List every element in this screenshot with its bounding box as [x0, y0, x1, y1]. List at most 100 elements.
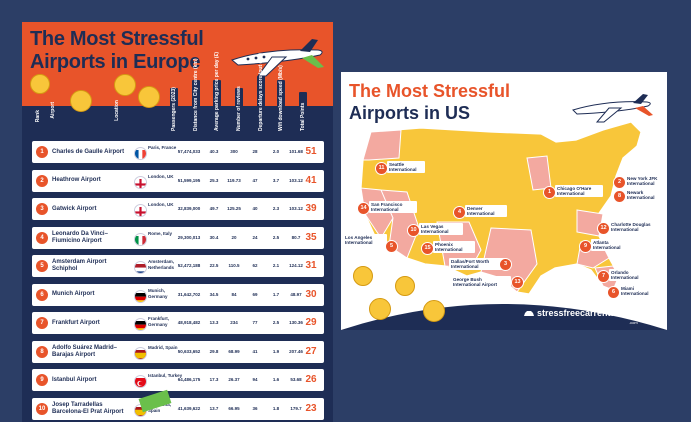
- col-location: Location: [114, 100, 120, 121]
- label-newark: Newark International: [625, 189, 665, 202]
- airport-name: Josep Tarradellas Barcelona-El Prat Airp…: [52, 401, 124, 415]
- us-infographic: The Most Stressful Airports in US 11 Sea…: [341, 72, 667, 330]
- airport-name: Frankfurt Airport: [52, 319, 100, 326]
- total-points: 30: [305, 288, 317, 300]
- cell-wifi: 124.12: [289, 263, 303, 268]
- sweating-emoji-icon: [423, 300, 445, 322]
- location: Paris, France: [148, 145, 177, 150]
- cell-delay: 2.5: [272, 234, 280, 240]
- cell-delay: 1.8: [272, 405, 280, 411]
- cell-wifi: 48.97: [290, 291, 302, 297]
- total-points: 27: [305, 345, 317, 357]
- col-airport: Airport: [50, 102, 56, 119]
- col-total-points: Total Points: [299, 92, 307, 132]
- cell-parking: 110.5: [228, 263, 240, 268]
- anxious-emoji-icon: [70, 90, 92, 112]
- table-row: 8 Adolfo Suárez Madrid–Barajas Airport Mad…: [32, 340, 324, 363]
- cell-distance: 17.3: [209, 377, 219, 382]
- col-wifi: Wifi download speed (Mb/s): [277, 65, 285, 132]
- cell-reviews: 47: [252, 177, 258, 183]
- cell-delay: 1.7: [272, 291, 280, 297]
- cell-reviews: 69: [252, 291, 258, 297]
- turkey-flag-icon: [134, 375, 147, 388]
- location: Munich, Germany: [148, 287, 168, 299]
- col-reviews: Number of reviews: [235, 86, 243, 132]
- location: Madrid, Spain: [148, 344, 178, 350]
- label-san-francisco: San Francisco International: [369, 201, 417, 214]
- cell-reviews: 24: [252, 234, 258, 240]
- airport-name: Amsterdam Airport Schiphol: [52, 259, 107, 272]
- rank-badge: 3: [36, 203, 48, 215]
- europe-table: 1 Charles de Gaulle Airport Paris, France 5…: [22, 137, 333, 422]
- cell-passengers: 52,472,188: [177, 263, 201, 268]
- stressed-emoji-icon: [395, 276, 415, 296]
- cell-distance: 13.3: [209, 320, 219, 325]
- stressed-emoji-icon: [30, 74, 50, 94]
- cell-wifi: 130.36: [289, 320, 303, 325]
- cell-distance: 40.3: [209, 149, 219, 154]
- cell-reviews: 28: [252, 149, 258, 154]
- table-row: 7 Frankfurt Airport Frankfurt, Germany 48,9…: [32, 312, 324, 334]
- total-points: 35: [305, 231, 317, 243]
- cell-parking: 119.73: [227, 177, 241, 183]
- table-row: 3 Gatwick Airport London, UK 32,839,000 49.7…: [32, 198, 324, 220]
- col-delays: Departure delays score (out of 5): [257, 52, 265, 132]
- us-title: The Most Stressful Airports in US: [349, 80, 510, 124]
- cell-reviews: 36: [252, 405, 258, 411]
- label-las-vegas: Las Vegas International: [419, 223, 463, 236]
- rank-badge: 7: [36, 317, 48, 329]
- germany-flag-icon: [134, 318, 147, 331]
- total-points: 41: [305, 174, 317, 186]
- anxious-emoji-icon: [353, 266, 373, 286]
- total-points: 29: [305, 317, 317, 328]
- germany-flag-icon: [134, 289, 147, 303]
- cell-distance: 22.5: [209, 263, 219, 268]
- total-points: 23: [305, 402, 317, 414]
- cell-parking: 68.99: [228, 348, 240, 354]
- location: London, UK: [148, 173, 174, 179]
- table-row: 9 Istanbul Airport Istanbul, Turkey 64,486,…: [32, 369, 324, 391]
- label-george-bush: George Bush International Airport: [451, 276, 511, 289]
- cell-distance: 25.3: [209, 177, 219, 183]
- table-row: 1 Charles de Gaulle Airport Paris, France 5…: [32, 141, 324, 163]
- italy-flag-icon: [134, 232, 147, 246]
- label-chicago: Chicago O'Hare International: [555, 185, 603, 198]
- cell-reviews: 94: [252, 377, 258, 382]
- us-title-line2: Airports in US: [349, 103, 471, 123]
- cell-delay: 2.3: [272, 206, 280, 211]
- rank-badge: 5: [36, 260, 48, 272]
- cell-passengers: 50,633,652: [177, 348, 201, 354]
- frowning-emoji-icon: [369, 298, 391, 320]
- rank-badge: 1: [36, 146, 48, 158]
- spain-flag-icon: [134, 346, 147, 360]
- table-row: 2 Heathrow Airport London, UK 51,599,195 25.…: [32, 169, 324, 192]
- europe-infographic: The Most Stressful Airports in Europe Ra…: [22, 22, 333, 422]
- france-flag-icon: [134, 147, 147, 160]
- cell-passengers: 48,918,482: [177, 320, 201, 325]
- cell-parking: 125.25: [227, 206, 241, 211]
- label-miami: Miami International: [619, 285, 659, 298]
- cell-wifi: 80.7: [291, 234, 301, 240]
- airport-name: Istanbul Airport: [52, 376, 97, 383]
- brand-suffix: .com: [629, 320, 638, 325]
- pin-3: 3: [499, 258, 512, 271]
- col-distance: Distance from City centre (km): [192, 58, 200, 132]
- location: Frankfurt, Germany: [148, 316, 170, 327]
- rank-badge: 9: [36, 374, 48, 386]
- label-orlando: Orlando International: [609, 269, 649, 282]
- cell-reviews: 77: [252, 320, 258, 325]
- cell-passengers: 41,639,622: [177, 405, 201, 411]
- cell-passengers: 64,486,175: [177, 377, 201, 382]
- pin-13: 13: [511, 276, 524, 289]
- europe-title-line2: Airports in Europe: [30, 51, 201, 73]
- us-title-line1: The Most Stressful: [349, 81, 511, 101]
- cell-distance: 13.7: [209, 405, 219, 411]
- airport-name: Heathrow Airport: [52, 177, 101, 183]
- pin-5: 5: [385, 240, 398, 253]
- cell-delay: 2.1: [272, 263, 280, 268]
- cell-distance: 34.5: [209, 291, 219, 297]
- total-points: 39: [305, 203, 317, 214]
- cell-parking: 20: [231, 234, 237, 240]
- cell-wifi: 207.46: [289, 348, 303, 354]
- airplane-icon: [230, 39, 324, 77]
